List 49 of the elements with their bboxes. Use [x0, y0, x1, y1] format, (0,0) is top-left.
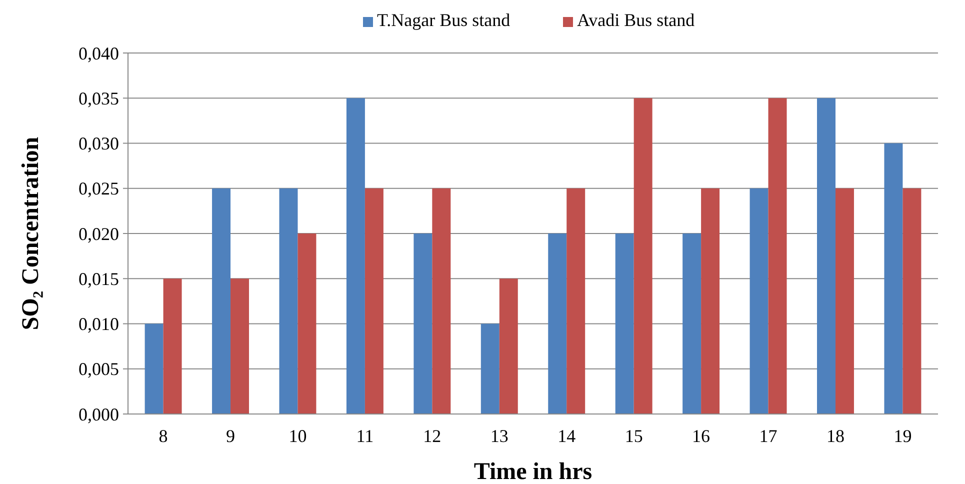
y-tick-label: 0,040: [78, 43, 119, 64]
bar: [432, 188, 451, 414]
x-tick-label: 11: [356, 426, 374, 446]
bar: [144, 324, 164, 414]
bar: [701, 188, 720, 414]
y-axis-title: SO₂ Concentration: [18, 136, 44, 330]
bar: [212, 188, 231, 414]
bar: [364, 188, 384, 414]
x-tick-label: 15: [624, 426, 643, 446]
bar: [902, 188, 922, 414]
bar: [480, 324, 500, 414]
bar: [346, 98, 365, 414]
legend-label: T.Nagar Bus stand: [377, 10, 510, 30]
y-tick-label: 0,020: [78, 224, 119, 244]
x-tick-label: 13: [490, 426, 508, 446]
y-tick-label: 0,000: [78, 404, 119, 424]
x-tick-label: 12: [423, 426, 442, 446]
x-tick-label: 18: [826, 426, 844, 446]
y-tick-label: 0,025: [78, 178, 119, 199]
x-tick-label: 9: [226, 426, 236, 446]
y-tick-label: 0,005: [78, 359, 119, 380]
x-tick-label: 16: [692, 426, 710, 446]
bar: [414, 234, 432, 414]
bar: [298, 234, 316, 414]
y-tick-label: 0,030: [78, 134, 119, 154]
bar: [835, 188, 854, 414]
x-axis-title: Time in hrs: [474, 459, 592, 484]
x-tick-label: 8: [158, 426, 168, 446]
x-tick-label: 10: [288, 426, 307, 446]
legend-label: Avadi Bus stand: [577, 10, 695, 30]
bar: [499, 278, 518, 414]
bar: [548, 234, 567, 414]
y-tick-label: 0,015: [78, 268, 119, 289]
bar: [163, 278, 182, 414]
bar: [615, 234, 634, 414]
x-tick-label: 19: [894, 426, 912, 446]
bar: [230, 278, 249, 414]
y-tick-label: 0,010: [78, 314, 119, 334]
bar: [566, 188, 586, 414]
bar: [750, 188, 768, 414]
x-tick-label: 14: [558, 426, 576, 446]
bar: [817, 98, 836, 414]
x-tick-label: 17: [759, 426, 778, 446]
bar: [768, 98, 787, 414]
y-tick-label: 0,035: [78, 88, 119, 108]
bar: [884, 143, 903, 414]
bar: [682, 234, 702, 414]
bar: [279, 188, 298, 414]
bar: [634, 98, 652, 414]
